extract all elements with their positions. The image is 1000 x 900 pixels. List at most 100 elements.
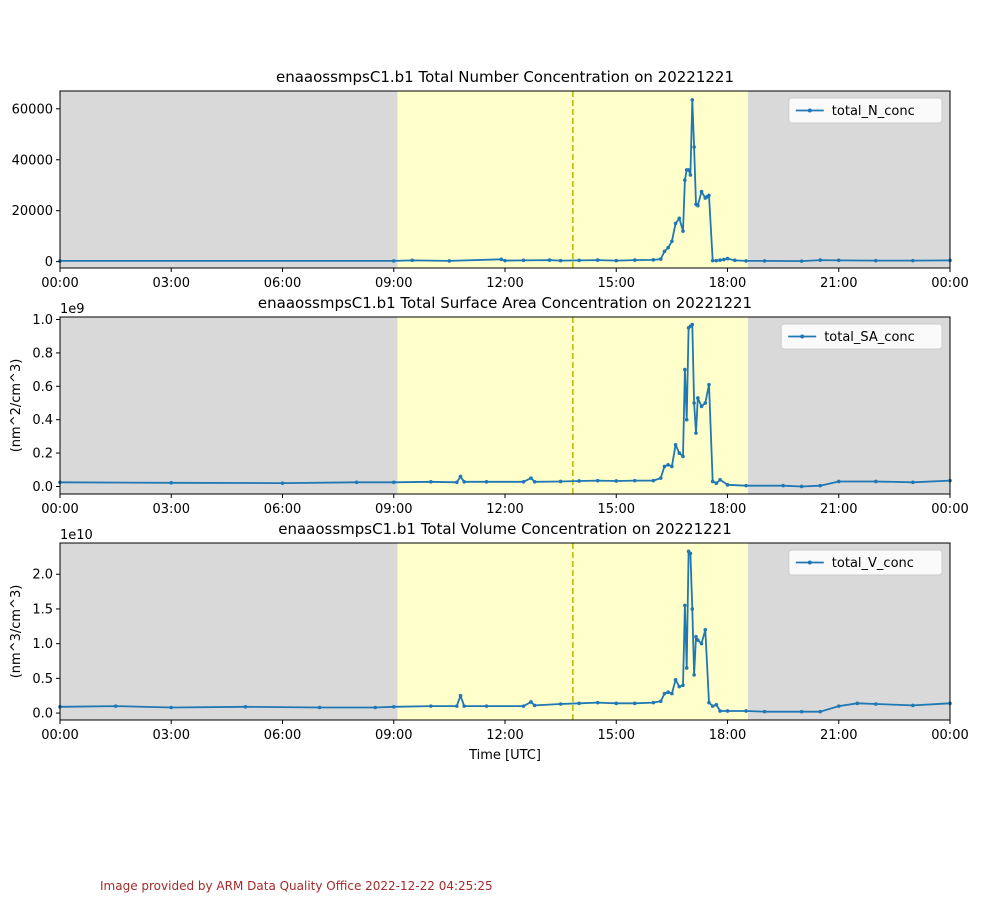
data-point bbox=[677, 216, 682, 221]
y-tick-label: 1.5 bbox=[32, 602, 53, 617]
x-tick-label: 00:00 bbox=[41, 276, 78, 291]
x-tick-label: 06:00 bbox=[264, 276, 301, 291]
data-point bbox=[688, 173, 693, 177]
y-tick-label: 60000 bbox=[12, 102, 53, 117]
night-shading-morning bbox=[60, 543, 398, 720]
y-tick-label: 0.8 bbox=[32, 346, 53, 361]
x-tick-label: 03:00 bbox=[153, 276, 190, 291]
night-shading-morning bbox=[60, 317, 398, 494]
data-point bbox=[874, 702, 878, 706]
data-point bbox=[658, 257, 663, 261]
data-point bbox=[410, 258, 415, 263]
y-tick-label: 0.0 bbox=[32, 480, 53, 495]
data-point bbox=[558, 258, 563, 263]
data-point bbox=[658, 699, 663, 704]
data-point bbox=[707, 193, 711, 198]
data-point bbox=[484, 480, 489, 484]
data-point bbox=[799, 259, 804, 263]
data-point bbox=[911, 258, 915, 263]
data-point bbox=[744, 483, 748, 488]
data-point bbox=[710, 479, 715, 484]
data-point bbox=[684, 666, 689, 670]
data-point bbox=[632, 258, 637, 262]
data-point bbox=[529, 700, 533, 704]
x-tick-label: 03:00 bbox=[153, 728, 190, 743]
data-point bbox=[677, 451, 682, 455]
x-tick-label: 00:00 bbox=[41, 502, 78, 517]
x-tick-label: 00:00 bbox=[931, 502, 968, 517]
data-point bbox=[718, 258, 722, 262]
data-point bbox=[614, 258, 619, 263]
data-point bbox=[681, 683, 685, 688]
data-point bbox=[532, 480, 537, 484]
data-point bbox=[703, 401, 708, 405]
data-point bbox=[799, 709, 804, 714]
y-tick-label: 0 bbox=[45, 255, 53, 270]
data-point bbox=[529, 476, 533, 480]
x-tick-label: 18:00 bbox=[709, 728, 746, 743]
data-point bbox=[577, 258, 581, 263]
data-point bbox=[662, 464, 667, 469]
y-axis-label: (nm^2/cm^3) bbox=[9, 359, 24, 453]
data-point bbox=[113, 704, 118, 708]
data-point bbox=[577, 701, 581, 706]
data-point bbox=[692, 673, 696, 677]
chart-title: enaaossmpsC1.b1 Total Number Concentrati… bbox=[276, 68, 734, 86]
data-point bbox=[673, 442, 678, 447]
data-point bbox=[391, 705, 396, 709]
data-point bbox=[699, 404, 704, 409]
data-point bbox=[662, 691, 667, 696]
data-point bbox=[169, 481, 174, 485]
x-tick-label: 12:00 bbox=[486, 276, 523, 291]
data-point bbox=[855, 701, 860, 706]
data-point bbox=[595, 700, 600, 705]
data-point bbox=[666, 690, 670, 695]
data-point bbox=[454, 480, 459, 485]
y-tick-label: 20000 bbox=[12, 204, 53, 219]
data-point bbox=[714, 258, 719, 263]
data-point bbox=[429, 480, 433, 484]
data-point bbox=[714, 481, 719, 485]
data-point bbox=[521, 704, 526, 708]
data-point bbox=[692, 145, 696, 149]
data-point bbox=[683, 367, 687, 372]
data-point bbox=[683, 603, 687, 608]
data-point bbox=[911, 480, 915, 485]
data-point bbox=[547, 258, 552, 262]
data-point bbox=[836, 704, 841, 708]
data-point bbox=[703, 627, 708, 632]
data-point bbox=[458, 693, 463, 698]
data-point bbox=[595, 478, 600, 483]
data-point bbox=[447, 259, 452, 263]
x-tick-label: 21:00 bbox=[820, 502, 857, 517]
y-tick-label: 0.4 bbox=[32, 413, 53, 428]
data-point bbox=[666, 462, 670, 467]
chart-panel-3: 00:00 03:00 06:00 09:00 12:00 15:00 18:00 21:00… bbox=[9, 520, 969, 763]
data-point bbox=[692, 401, 696, 405]
data-point bbox=[781, 483, 785, 488]
data-point bbox=[521, 258, 526, 263]
series-line-total_V_conc bbox=[59, 550, 951, 713]
x-tick-label: 09:00 bbox=[375, 728, 412, 743]
data-point bbox=[632, 701, 637, 706]
x-tick-label: 06:00 bbox=[264, 728, 301, 743]
chart-panel-2: 00:00 03:00 06:00 09:00 12:00 15:00 18:00 21:00… bbox=[9, 294, 969, 517]
data-point bbox=[458, 474, 463, 479]
data-point bbox=[684, 417, 689, 422]
daylight-shading bbox=[397, 317, 748, 494]
x-tick-label: 00:00 bbox=[931, 728, 968, 743]
x-tick-label: 09:00 bbox=[375, 276, 412, 291]
x-tick-label: 00:00 bbox=[931, 276, 968, 291]
x-tick-label: 21:00 bbox=[820, 728, 857, 743]
x-tick-label: 09:00 bbox=[375, 502, 412, 517]
data-point bbox=[577, 479, 581, 483]
legend-label: total_N_conc bbox=[832, 104, 915, 119]
y-tick-label: 0.0 bbox=[32, 707, 53, 722]
y-tick-label: 40000 bbox=[12, 153, 53, 168]
data-point bbox=[699, 641, 704, 646]
data-point bbox=[696, 638, 700, 642]
data-point bbox=[718, 709, 722, 713]
data-point bbox=[725, 483, 730, 487]
data-point bbox=[651, 258, 656, 262]
